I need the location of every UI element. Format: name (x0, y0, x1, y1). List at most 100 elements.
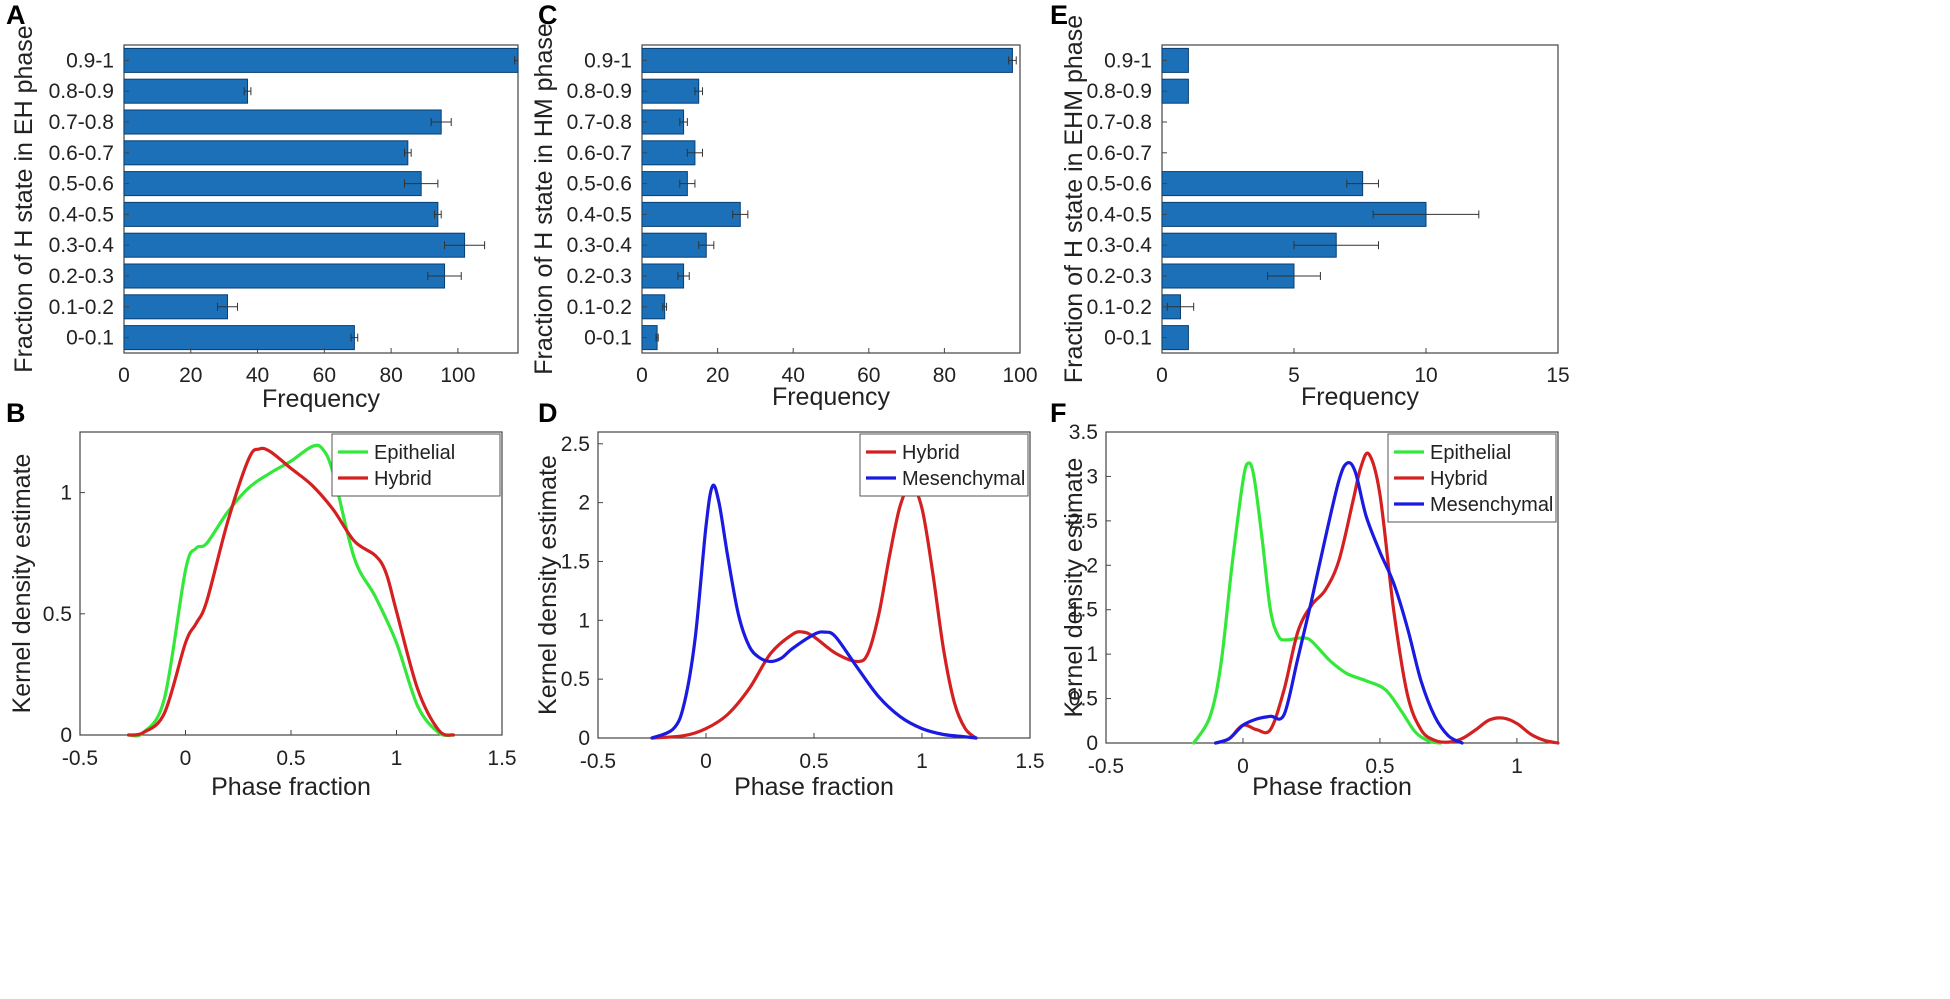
series-line-epithelial (1192, 461, 1442, 745)
y-tick-label: 1.5 (1069, 599, 1098, 622)
x-tick-label: 100 (1002, 364, 1037, 387)
bar-0.2-0.3 (641, 263, 685, 289)
y-tick-label: 0.6-0.7 (49, 142, 114, 165)
bar-0.3-0.4 (123, 232, 466, 258)
bar-0.9-1 (123, 47, 519, 73)
plot-frame (1105, 431, 1559, 744)
y-axis-title: Kernel density estimate (1060, 458, 1088, 718)
y-tick-label: 0.8-0.9 (49, 80, 114, 103)
y-tick-label: 0 (578, 727, 590, 750)
x-tick-label: 20 (179, 364, 202, 387)
bar-0.8-0.9 (123, 78, 249, 104)
legend-box (331, 433, 501, 497)
y-tick-label: 0.3-0.4 (1087, 234, 1153, 257)
panel-letter: F (1050, 398, 1067, 428)
x-tick-label: -0.5 (1088, 755, 1124, 778)
x-axis-title: Frequency (1301, 383, 1420, 411)
series-line-mesenchymal (1214, 461, 1464, 745)
x-tick-label: 0 (1156, 364, 1168, 387)
legend-box (859, 433, 1029, 497)
y-tick-label: 0.3-0.4 (49, 234, 115, 257)
panel-letter: C (538, 0, 558, 30)
y-tick-label: 0.5 (561, 668, 590, 691)
x-tick-label: 20 (706, 364, 729, 387)
x-tick-label: 1 (391, 747, 403, 770)
plot-frame (123, 44, 519, 354)
panel-b: B-0.5 0 0.5 1 1.500.51EpithelialHybridPhase … (6, 398, 517, 801)
y-tick-label: 0 (1086, 732, 1098, 755)
bar-0.5-0.6 (123, 171, 422, 197)
x-tick-label: 60 (857, 364, 880, 387)
legend: Epithelial Hybrid (331, 433, 501, 497)
x-tick-label: 1 (916, 750, 928, 773)
y-tick-label: 0.1-0.2 (49, 296, 114, 319)
x-tick-label: 0 (636, 364, 648, 387)
y-tick-label: 0.7-0.8 (1087, 111, 1152, 134)
y-tick-label: 0.5-0.6 (567, 173, 632, 196)
x-tick-label: 0 (180, 747, 192, 770)
bar-0.3-0.4 (641, 232, 707, 258)
bar-0.1-0.2 (123, 294, 229, 320)
y-tick-label: 0.5 (1069, 688, 1098, 711)
y-axis-title: Kernel density estimate (534, 455, 562, 715)
x-tick-label: 60 (313, 364, 336, 387)
y-tick-label: 2.5 (561, 433, 590, 456)
panel-letter: E (1050, 0, 1068, 30)
y-tick-label: 0.6-0.7 (1087, 142, 1152, 165)
x-tick-label: 0 (118, 364, 130, 387)
x-tick-label: 0.5 (276, 747, 305, 770)
y-tick-label: 0.1-0.2 (1087, 296, 1152, 319)
x-tick-label: 0 (1237, 755, 1249, 778)
legend-label-epithelial: Epithelial (374, 442, 455, 464)
y-axis-title: Kernel density estimate (8, 454, 36, 714)
y-tick-label: 1.5 (561, 550, 590, 573)
legend-label-epithelial: Epithelial (1430, 442, 1511, 464)
y-axis-title: Fraction of H state in HM phase (530, 23, 558, 375)
y-tick-label: 0.2-0.3 (49, 265, 114, 288)
y-axis-title: Fraction of H state in EH phase (10, 25, 38, 372)
legend-label-hybrid: Hybrid (374, 468, 432, 490)
legend: Epithelial Hybrid Mesenchymal (1387, 433, 1557, 523)
y-tick-label: 0.8-0.9 (567, 80, 632, 103)
y-tick-label: 3 (1086, 465, 1098, 488)
plot-frame (1161, 44, 1559, 354)
x-tick-label: 15 (1546, 364, 1569, 387)
y-tick-label: 1 (60, 482, 72, 505)
bar-0.7-0.8 (123, 109, 442, 135)
y-tick-label: 0.3-0.4 (567, 234, 633, 257)
y-tick-label: 0.2-0.3 (567, 265, 632, 288)
x-axis-title: Phase fraction (211, 773, 371, 801)
y-tick-label: 0.7-0.8 (49, 111, 114, 134)
y-tick-label: 0.7-0.8 (567, 111, 632, 134)
x-axis-title: Frequency (772, 383, 891, 411)
y-tick-label: 0.5 (43, 603, 72, 626)
x-tick-label: 0.5 (1365, 755, 1394, 778)
series-line-hybrid (650, 484, 978, 740)
y-tick-label: 2 (578, 492, 590, 515)
legend-label-mesenchymal: Mesenchymal (1430, 494, 1553, 516)
x-tick-label: 0 (700, 750, 712, 773)
bar-0.4-0.5 (123, 201, 439, 227)
y-tick-label: 2 (1086, 554, 1098, 577)
bar-0.2-0.3 (123, 263, 446, 289)
series-line-hybrid (126, 446, 456, 737)
y-tick-label: 0-0.1 (584, 327, 632, 350)
x-tick-label: 10 (1414, 364, 1437, 387)
bar-0.7-0.8 (641, 109, 685, 135)
panel-e: E 0-0.1 0.1-0.2 0.2-0.3 0.3-0.4 0.4-0.5 0.5-0.… (1050, 0, 1570, 411)
y-tick-label: 0.9-1 (584, 49, 632, 72)
x-tick-label: 1.5 (487, 747, 516, 770)
bar-0.5-0.6 (1161, 171, 1364, 197)
y-tick-label: 0.8-0.9 (1087, 80, 1152, 103)
panel-letter: D (538, 398, 558, 428)
x-tick-label: 40 (782, 364, 805, 387)
bar-0.9-1 (641, 47, 1013, 73)
bar-0.8-0.9 (641, 78, 700, 104)
y-tick-label: 0.9-1 (1104, 49, 1152, 72)
y-tick-label: 0.6-0.7 (567, 142, 632, 165)
x-tick-label: 80 (379, 364, 402, 387)
y-tick-label: 1 (1086, 643, 1098, 666)
y-tick-label: 1 (578, 609, 590, 632)
x-tick-label: 0.5 (799, 750, 828, 773)
y-tick-label: 0.1-0.2 (567, 296, 632, 319)
